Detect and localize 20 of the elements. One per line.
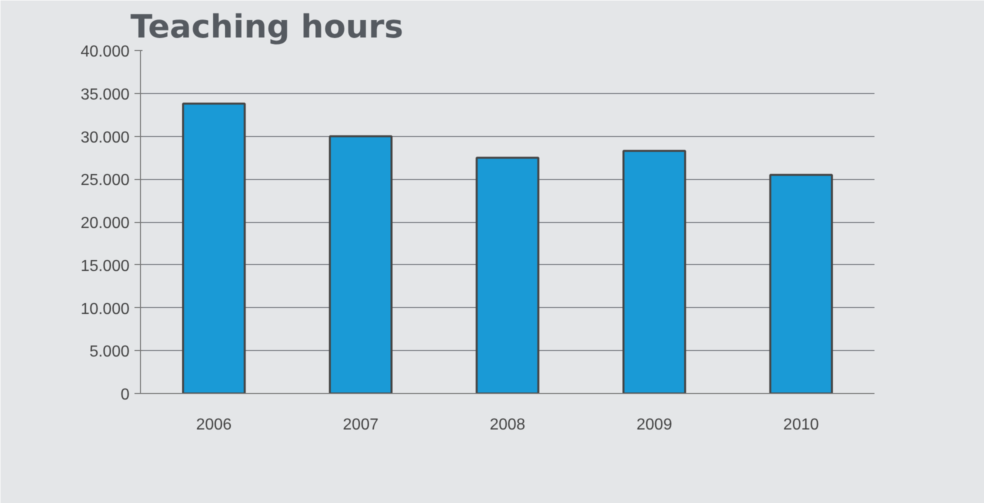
x-tick-label: 2010 [783,416,819,434]
x-tick-label: 2007 [342,416,379,434]
chart-title: Teaching hours [130,8,404,46]
y-tick-label: 40.000 [80,44,130,60]
y-tick-label: 5.000 [89,344,130,361]
y-tick-label: 15.000 [80,258,130,275]
bar [328,135,393,394]
bar [769,174,833,394]
bar [622,150,686,394]
y-tick-label: 30.000 [80,129,130,146]
x-tick-label: 2009 [636,416,672,434]
bar [476,156,540,394]
y-tick-label: 35.000 [80,86,130,104]
x-tick-label: 2006 [196,416,232,434]
y-tick-label: 25.000 [80,172,130,190]
bar [182,102,246,394]
y-tick-label: 10.000 [80,300,130,318]
y-tick-label: 0 [120,386,130,404]
y-tick-label: 20.000 [80,215,130,232]
x-tick-label: 2008 [490,416,526,434]
